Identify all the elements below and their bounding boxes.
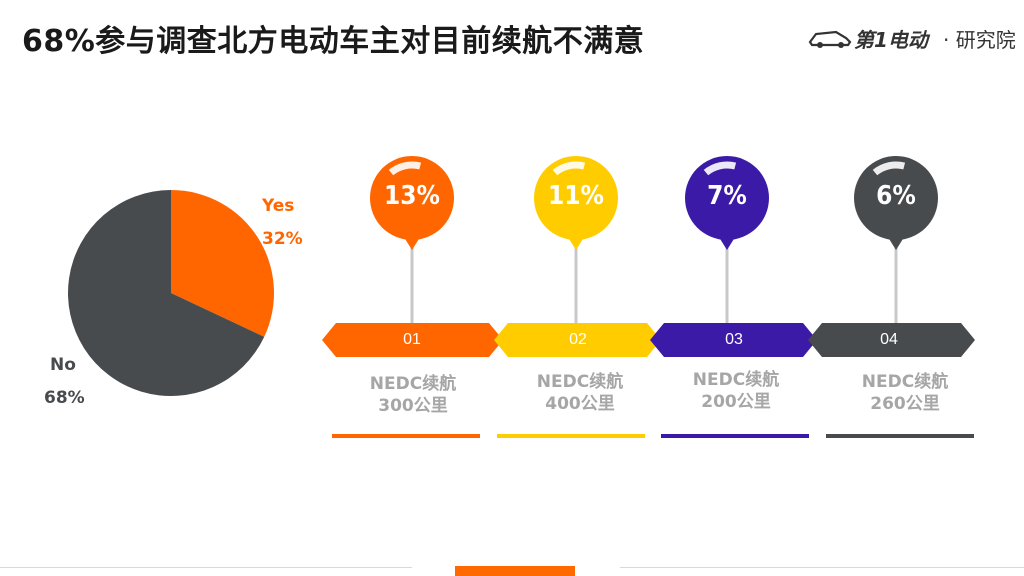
step-underline-4 bbox=[826, 434, 974, 438]
step-desc-4-line2: 260公里 bbox=[870, 394, 940, 414]
step-desc-3-line2: 200公里 bbox=[701, 392, 771, 412]
step-number-2: 02 bbox=[569, 331, 587, 348]
brand-logo: 第1电动 · 研究院 bbox=[808, 24, 1016, 54]
step-number-4: 04 bbox=[880, 331, 898, 348]
balloon-highlight-1 bbox=[388, 161, 422, 176]
pie-chart-svg bbox=[68, 190, 274, 396]
timeline-segment-4 bbox=[808, 323, 975, 357]
timeline-segment-2 bbox=[494, 323, 661, 357]
pie-label-yes-name: Yes bbox=[262, 196, 295, 216]
step-desc-2: NEDC续航 400公里 bbox=[505, 371, 655, 415]
step-desc-1: NEDC续航 300公里 bbox=[338, 373, 488, 417]
balloon-4 bbox=[854, 156, 938, 240]
footer-accent-bar bbox=[455, 566, 575, 576]
pie-chart bbox=[66, 188, 276, 398]
step-desc-2-line2: 400公里 bbox=[545, 394, 615, 414]
pie-label-no-name: No bbox=[50, 355, 76, 375]
pie-slice-no bbox=[68, 190, 265, 396]
step-number-3: 03 bbox=[725, 331, 743, 348]
timeline-segment-3 bbox=[650, 323, 817, 357]
step-desc-3-line1: NEDC续航 bbox=[692, 370, 780, 390]
balloon-2 bbox=[534, 156, 618, 240]
step-underline-2 bbox=[497, 434, 645, 438]
balloon-highlight-3 bbox=[703, 161, 737, 176]
step-desc-4-line1: NEDC续航 bbox=[861, 372, 949, 392]
balloon-highlight-4 bbox=[872, 161, 906, 176]
pie-label-yes-value: 32% bbox=[262, 229, 303, 249]
step-desc-2-line1: NEDC续航 bbox=[536, 372, 624, 392]
brand-name: 第1电动 bbox=[854, 28, 928, 52]
balloon-value-1: 13% bbox=[384, 181, 440, 211]
pie-label-yes: Yes 32% bbox=[262, 190, 303, 256]
balloon-highlight-2 bbox=[552, 161, 586, 176]
balloon-value-4: 6% bbox=[876, 181, 916, 211]
page-title: 68%参与调查北方电动车主对目前续航不满意 bbox=[22, 24, 645, 59]
balloon-value-3: 7% bbox=[707, 181, 747, 211]
step-desc-1-line1: NEDC续航 bbox=[369, 374, 457, 394]
step-underline-3 bbox=[661, 434, 809, 438]
pie-slice-yes bbox=[171, 190, 274, 337]
timeline-segment-1 bbox=[322, 323, 503, 357]
footer-divider-left bbox=[0, 567, 412, 568]
footer-divider-right bbox=[620, 567, 1024, 568]
pie-label-no: No 68% bbox=[44, 349, 85, 415]
brand-suffix-text: 研究院 bbox=[955, 28, 1016, 52]
step-desc-3: NEDC续航 200公里 bbox=[661, 369, 811, 413]
balloon-3 bbox=[685, 156, 769, 240]
balloon-value-2: 11% bbox=[548, 181, 604, 211]
step-underline-1 bbox=[332, 434, 480, 438]
balloon-1 bbox=[370, 156, 454, 240]
brand-suffix: · 研究院 bbox=[943, 28, 1016, 52]
pie-label-no-value: 68% bbox=[44, 388, 85, 408]
step-number-1: 01 bbox=[403, 331, 421, 348]
step-desc-1-line2: 300公里 bbox=[378, 396, 448, 416]
step-desc-4: NEDC续航 260公里 bbox=[830, 371, 980, 415]
car-logo-icon bbox=[808, 30, 852, 48]
